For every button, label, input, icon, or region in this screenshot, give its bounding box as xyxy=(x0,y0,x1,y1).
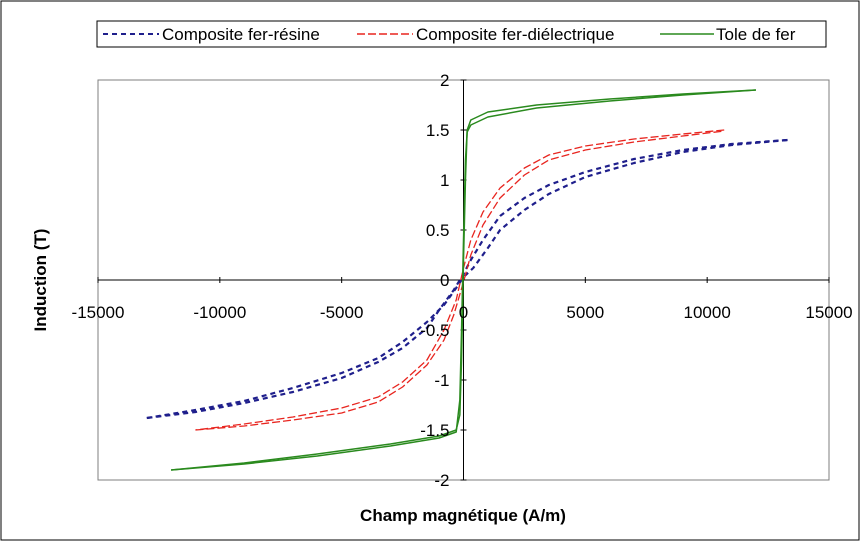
x-tick-label: -15000 xyxy=(72,303,125,322)
y-tick-label: 2 xyxy=(440,71,449,90)
y-tick-label: -1 xyxy=(434,371,449,390)
y-tick-label: -1.5 xyxy=(420,421,449,440)
legend-entry-2: Composite fer-diélectrique xyxy=(357,25,614,44)
y-tick-label: -2 xyxy=(434,471,449,490)
legend-label-1: Composite fer-résine xyxy=(162,25,320,44)
legend-label-2: Composite fer-diélectrique xyxy=(416,25,614,44)
x-tick-label: -5000 xyxy=(320,303,363,322)
x-tick-label: -10000 xyxy=(193,303,246,322)
x-tick-label: 15000 xyxy=(805,303,852,322)
x-tick-label: 0 xyxy=(459,303,468,322)
series-2-ascending-branch xyxy=(195,130,725,431)
y-tick-label: -0.5 xyxy=(420,321,449,340)
legend-entry-1: Composite fer-résine xyxy=(103,25,320,44)
y-tick-label: 0.5 xyxy=(426,221,450,240)
y-tick-label: 0 xyxy=(440,271,449,290)
y-axis-title: Induction (T) xyxy=(31,229,50,332)
series-layer xyxy=(146,89,788,471)
legend: Composite fer-résine Composite fer-diéle… xyxy=(96,20,827,48)
legend-label-3: Tole de fer xyxy=(716,25,796,44)
x-tick-label: 5000 xyxy=(566,303,604,322)
series-3 xyxy=(171,89,756,471)
series-1-ascending-branch xyxy=(146,138,788,420)
tick-labels: -15000 -10000 -5000 0 5000 10000 15000 -2 -1.5 -1… xyxy=(72,71,853,490)
series-3-descending-branch xyxy=(171,89,756,471)
y-tick-label: 1 xyxy=(440,171,449,190)
x-tick-label: 10000 xyxy=(684,303,731,322)
legend-entry-3: Tole de fer xyxy=(660,25,796,44)
x-axis-title: Champ magnétique (A/m) xyxy=(360,506,566,525)
y-tick-label: 1.5 xyxy=(426,121,450,140)
